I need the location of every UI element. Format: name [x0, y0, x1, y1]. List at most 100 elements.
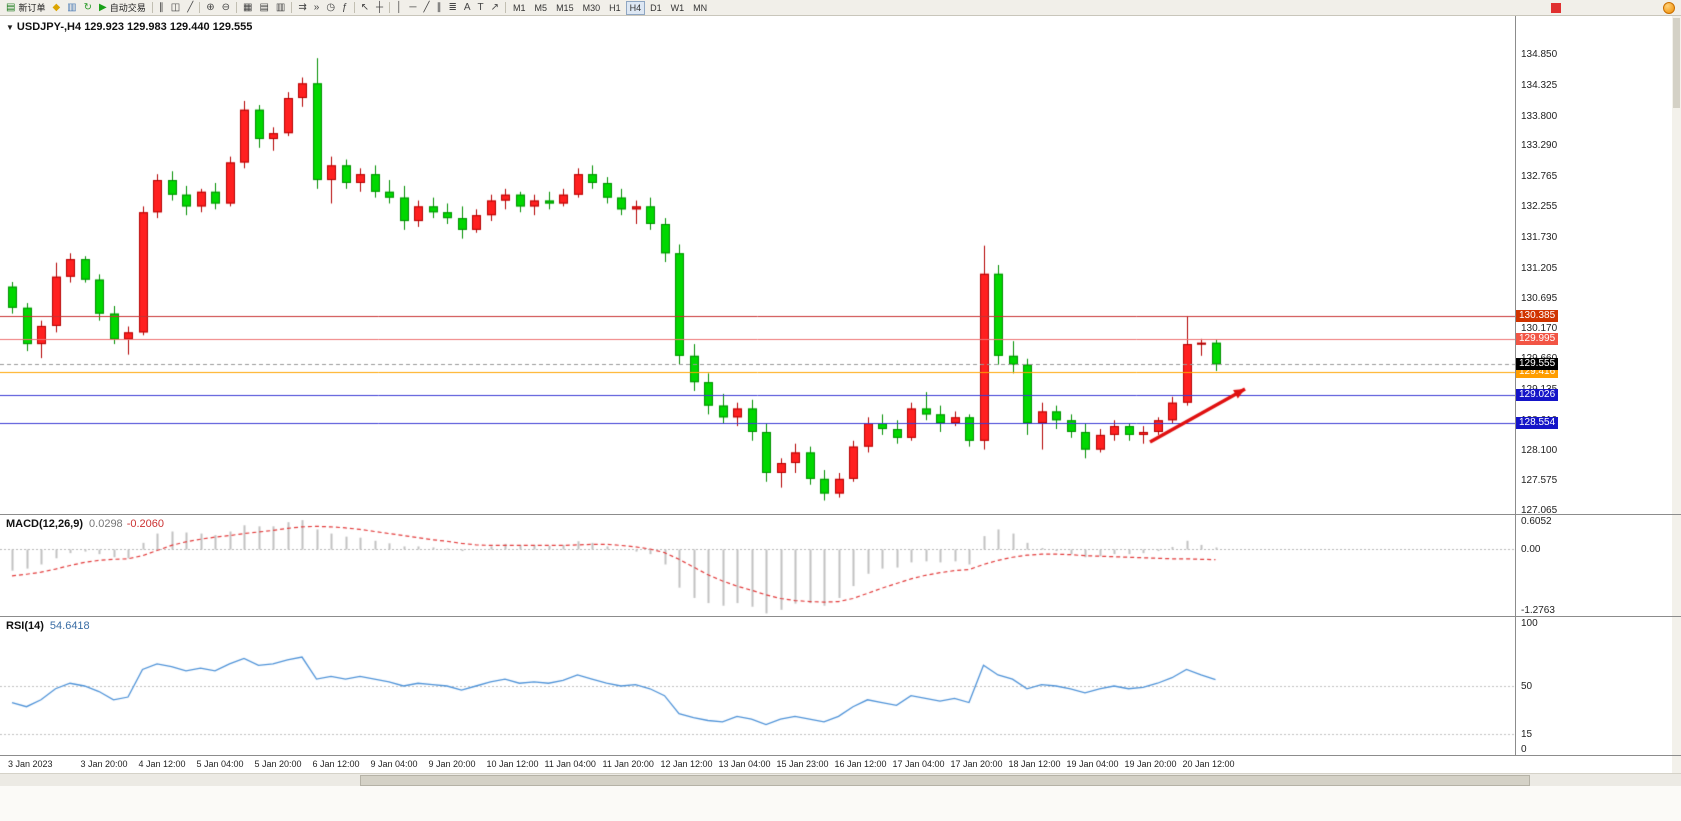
timeframe-m15-button[interactable]: M15 [556, 2, 574, 13]
channel-button[interactable]: ∥ [433, 1, 444, 15]
timeframe-mn-button[interactable]: MN [693, 2, 708, 13]
crosshair-button[interactable]: ┼ [373, 1, 386, 15]
macd-pane-label: MACD(12,26,9) 0.0298 -0.2060 [6, 518, 164, 530]
rsi-chart[interactable] [0, 617, 1515, 755]
price-axis-label: 127.065 [1521, 505, 1558, 517]
tile-horizontal-icon: ▤ [259, 1, 269, 13]
macd-pane-divider[interactable] [0, 514, 1681, 515]
tile-vertical-button[interactable]: ▥ [273, 1, 288, 15]
trendline-icon: ╱ [423, 1, 430, 13]
macd-signal-value: -0.2060 [126, 518, 164, 530]
horizontal-line-button[interactable]: ─ [406, 1, 419, 15]
zoom-out-button[interactable]: ⊖ [219, 1, 233, 15]
time-axis-label: 9 Jan 20:00 [428, 759, 476, 769]
indicators-button[interactable]: ƒ [339, 1, 351, 15]
chart-symbol-period: USDJPY-,H4 [16, 21, 82, 33]
time-axis-label: 4 Jan 12:00 [138, 759, 186, 769]
cursor-icon: ↖ [360, 1, 369, 13]
auto-trading-icon: ▶ [99, 1, 107, 13]
vertical-scrollbar-thumb[interactable] [1673, 18, 1680, 108]
horizontal-line-icon: ─ [409, 1, 417, 13]
zoom-in-button[interactable]: ⊕ [203, 1, 217, 15]
toolbar-separator [389, 2, 391, 13]
macd-title: MACD(12,26,9) [6, 518, 84, 530]
alert-icon[interactable] [1551, 3, 1561, 13]
chart-ohlc-values: 129.923 129.983 129.440 129.555 [84, 21, 253, 33]
auto-trading-label: 自动交易 [109, 3, 146, 13]
toolbar: ▤ 新订单 ◆ ▥ ↻ ▶ 自动交易 ∥ ◫ ╱ ⊕ ⊖ ▦ ▤ ▥ ⇉» ◷ ƒ ↖ ┼ │ ─ ╱ ∥ ≣ A T ↗ M1 M5 M1… [0, 0, 1681, 16]
arrows-icon: ↗ [490, 1, 500, 13]
symbols-icon: ◆ [52, 1, 61, 13]
time-axis-label: 5 Jan 04:00 [196, 759, 244, 769]
rsi-pane-label: RSI(14) 54.6418 [6, 620, 90, 632]
macd-chart[interactable] [0, 515, 1515, 616]
price-axis-label: 130.695 [1521, 292, 1558, 304]
horizontal-scrollbar[interactable] [0, 773, 1681, 787]
chart-collapse-icon[interactable]: ▼ [6, 23, 14, 32]
label-button[interactable]: T [475, 1, 487, 15]
timeframe-m30-button[interactable]: M30 [582, 2, 601, 13]
rsi-pane-divider[interactable] [0, 616, 1681, 617]
time-axis-label: 3 Jan 20:00 [80, 759, 128, 769]
price-axis-label: 134.325 [1521, 79, 1558, 91]
price-axis: 134.850 134.325 133.800 133.290 132.765 132.2… [1516, 16, 1580, 756]
rsi-axis-label: 100 [1521, 618, 1538, 629]
timeframe-w1-button[interactable]: W1 [670, 2, 685, 13]
candlestick-chart-button[interactable]: ◫ [168, 1, 183, 15]
tile-horizontal-button[interactable]: ▤ [256, 1, 271, 15]
timeframe-h1-button[interactable]: H1 [609, 2, 621, 13]
horizontal-scrollbar-thumb[interactable] [360, 775, 1530, 786]
bar-chart-button[interactable]: ∥ [156, 1, 167, 15]
toolbar-separator [236, 2, 237, 13]
time-axis-label: 6 Jan 12:00 [312, 759, 360, 769]
auto-scroll-button[interactable]: ⇉ [295, 1, 309, 15]
toolbar-separator [353, 2, 355, 13]
candlestick-chart[interactable] [0, 16, 1515, 514]
timeframe-m5-button[interactable]: M5 [534, 2, 548, 13]
chart-shift-button[interactable]: » [311, 1, 323, 15]
price-level-tag: 129.026 [1516, 389, 1559, 402]
macd-main-value: 0.0298 [89, 518, 123, 530]
notifications-icon[interactable] [1663, 2, 1675, 14]
rsi-axis-label: 50 [1521, 681, 1533, 692]
toolbar-separator [291, 2, 293, 13]
macd-axis-label: 0.6052 [1521, 516, 1552, 527]
trendline-button[interactable]: ╱ [420, 1, 432, 15]
tile-windows-button[interactable]: ▦ [240, 1, 255, 15]
time-axis-label: 18 Jan 12:00 [1008, 759, 1061, 769]
text-button[interactable]: A [461, 1, 474, 15]
timeframe-h4-button[interactable]: H4 [625, 0, 646, 15]
arrows-button[interactable]: ↗ [488, 1, 502, 15]
vertical-scrollbar[interactable] [1672, 16, 1681, 773]
time-axis: 3 Jan 2023 3 Jan 20:00 4 Jan 12:00 5 Jan 04… [0, 756, 1681, 773]
new-order-icon: ▤ [6, 1, 16, 13]
time-axis-label: 3 Jan 2023 [8, 759, 53, 769]
time-axis-label: 9 Jan 04:00 [370, 759, 418, 769]
new-order-button[interactable]: ▤ 新订单 [3, 1, 48, 15]
clock-button[interactable]: ◷ [323, 1, 338, 15]
line-chart-button[interactable]: ╱ [184, 1, 196, 15]
current-price-tag: 129.555 [1516, 358, 1559, 371]
macd-axis-label: -1.2763 [1521, 605, 1555, 616]
timeframe-m1-button[interactable]: M1 [513, 2, 526, 13]
vertical-line-button[interactable]: │ [393, 1, 405, 15]
rsi-value: 54.6418 [49, 620, 90, 632]
time-axis-label: 17 Jan 04:00 [892, 759, 945, 769]
bar-chart-icon: ∥ [158, 1, 164, 13]
price-axis-label: 133.290 [1521, 140, 1558, 152]
auto-trading-button[interactable]: ▶ 自动交易 [96, 1, 149, 15]
rsi-axis-label: 15 [1521, 729, 1533, 741]
symbols-button[interactable]: ◆ [49, 1, 63, 15]
refresh-button[interactable]: ↻ [81, 1, 95, 15]
price-axis-label: 128.100 [1521, 444, 1558, 456]
timeframe-d1-button[interactable]: D1 [650, 2, 662, 13]
time-axis-label: 16 Jan 12:00 [834, 759, 887, 769]
price-axis-label: 132.255 [1521, 201, 1558, 213]
chart-shift-icon: » [313, 1, 320, 13]
market-watch-button[interactable]: ▥ [64, 1, 79, 15]
fibonacci-button[interactable]: ≣ [445, 1, 459, 15]
channel-icon: ∥ [436, 1, 442, 13]
cursor-button[interactable]: ↖ [358, 1, 372, 15]
text-icon: A [463, 1, 471, 13]
